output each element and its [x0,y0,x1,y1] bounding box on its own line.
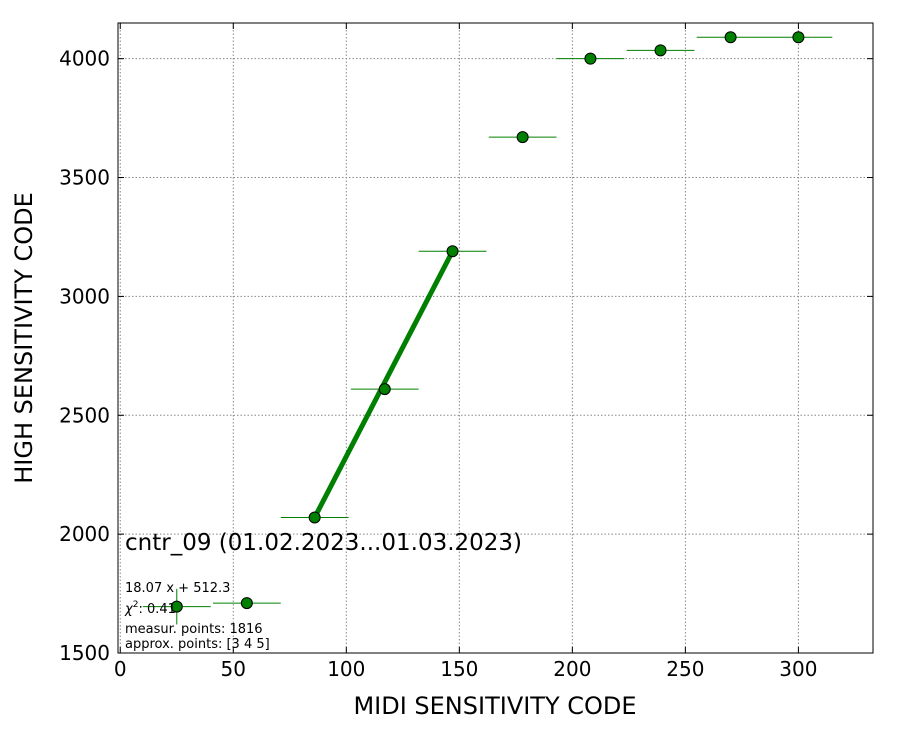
chi-superscript: 2 [133,600,139,610]
x-tick-label: 200 [553,657,591,681]
axis-ticks [118,23,873,654]
y-tick-label: 3000 [59,284,110,308]
approx-points-text: approx. points: [3 4 5] [125,637,270,652]
chi-value: : 0.41 [138,602,175,617]
data-point [724,31,737,44]
grid [118,23,873,654]
x-tick-label: 100 [327,657,365,681]
tick-labels: 0 50 100 150 200 250 300 1500 2000 2500 3000 3500 40… [59,47,817,681]
data-point [378,383,391,396]
annotation-title: cntr_09 (01.02.2023...01.03.2023) [125,530,522,556]
data-point [516,131,529,144]
y-tick-label: 4000 [59,47,110,71]
plot-frame [117,22,874,654]
data-point [654,44,667,57]
y-tick-label: 3500 [59,166,110,190]
data-point [240,597,253,610]
y-tick-label: 2000 [59,522,110,546]
x-tick-label: 150 [440,657,478,681]
y-tick-label: 1500 [59,641,110,665]
y-tick-label: 2500 [59,403,110,427]
chi-square-text: χ2: 0.41 [124,600,176,617]
data-point [308,511,321,524]
data-point [446,245,459,258]
x-tick-label: 300 [779,657,817,681]
measured-points-text: measur. points: 1816 [125,622,263,637]
data-point [584,52,597,65]
x-axis-title: MIDI SENSITIVITY CODE [353,692,636,720]
data-point [792,31,805,44]
y-axis-title: HIGH SENSITIVITY CODE [10,192,38,484]
x-tick-label: 250 [666,657,704,681]
data-points [142,31,833,625]
fit-equation: 18.07 x + 512.3 [125,581,230,596]
x-tick-label: 50 [221,657,246,681]
chi-symbol: χ [124,602,134,617]
data-point [170,600,183,613]
x-tick-label: 0 [114,657,127,681]
